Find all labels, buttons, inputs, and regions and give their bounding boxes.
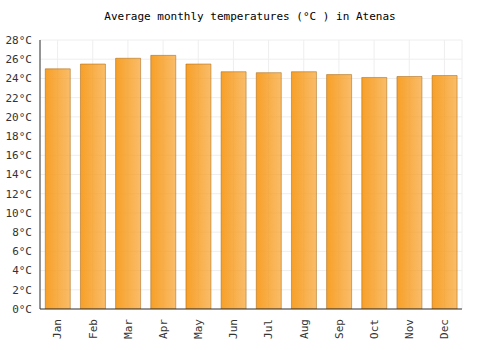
svg-text:18°C: 18°C: [8, 130, 32, 143]
svg-text:May: May: [192, 319, 205, 339]
svg-text:4°C: 4°C: [12, 264, 32, 277]
svg-text:26°C: 26°C: [8, 53, 32, 66]
svg-text:Nov: Nov: [403, 319, 416, 339]
svg-text:Jan: Jan: [51, 319, 64, 339]
svg-text:10°C: 10°C: [8, 207, 32, 220]
svg-text:8°C: 8°C: [12, 226, 32, 239]
html-text:Average monthly temperatures (: Average monthly temperatures (°C ) in At…: [104, 10, 396, 23]
svg-text:16°C: 16°C: [8, 149, 32, 162]
svg-text:6°C: 6°C: [12, 245, 32, 258]
svg-text:Dec: Dec: [438, 319, 451, 339]
svg-text:12°C: 12°C: [8, 188, 32, 201]
svg-text:Aug: Aug: [298, 319, 311, 339]
svg-text:Jun: Jun: [227, 319, 240, 339]
svg-text:Oct: Oct: [368, 319, 381, 339]
svg-text:Sep: Sep: [333, 319, 346, 339]
svg-text:22°C: 22°C: [8, 92, 32, 105]
svg-text:14°C: 14°C: [8, 168, 32, 181]
svg-text:Jul: Jul: [262, 319, 275, 339]
svg-text:20°C: 20°C: [8, 111, 32, 124]
svg-text:Feb: Feb: [87, 319, 100, 339]
svg-text:Apr: Apr: [157, 319, 170, 339]
svg-text:Mar: Mar: [122, 319, 135, 339]
svg-text:24°C: 24°C: [8, 72, 32, 85]
svg-text:0°C: 0°C: [12, 303, 32, 316]
svg-text:28°C: 28°C: [8, 34, 32, 47]
svg-text:2°C: 2°C: [12, 284, 32, 297]
